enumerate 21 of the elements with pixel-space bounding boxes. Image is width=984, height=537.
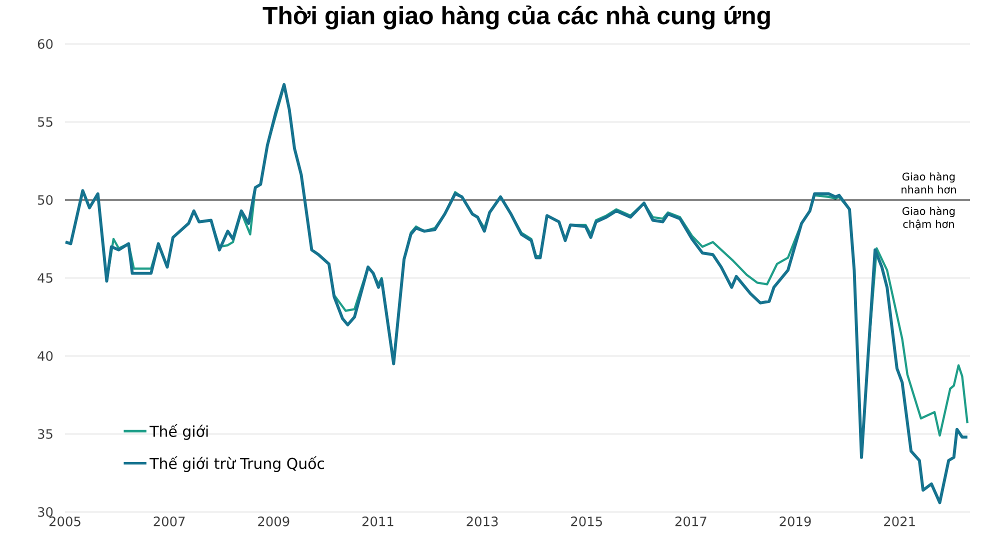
- y-tick-label: 60: [38, 39, 53, 49]
- annotation: Giao hàng chậm hơn: [902, 206, 955, 230]
- x-tick-label: 2007: [154, 516, 185, 526]
- x-tick-label: 2005: [49, 516, 80, 526]
- y-tick-label: 40: [38, 351, 53, 361]
- x-tick-label: 2015: [571, 516, 602, 526]
- y-tick-label: 50: [38, 195, 53, 205]
- x-tick-label: 2009: [258, 516, 290, 526]
- y-tick-label: 45: [38, 273, 52, 283]
- x-tick-label: 2013: [466, 516, 498, 526]
- legend-label: Thế giới: [150, 424, 208, 440]
- chart-title: Thời gian giao hàng của các nhà cung ứng: [262, 6, 770, 30]
- y-tick-label: 30: [38, 507, 53, 517]
- legend-label: Thế giới trừ Trung Quốc: [150, 456, 324, 472]
- x-tick-label: 2017: [675, 516, 706, 526]
- x-tick-label: 2021: [884, 516, 915, 526]
- annotation: Giao hàng nhanh hơn: [902, 172, 956, 194]
- y-tick-label: 35: [38, 429, 52, 439]
- x-tick-label: 2011: [362, 516, 394, 526]
- x-tick-label: 2019: [780, 516, 811, 526]
- y-tick-label: 55: [38, 117, 52, 127]
